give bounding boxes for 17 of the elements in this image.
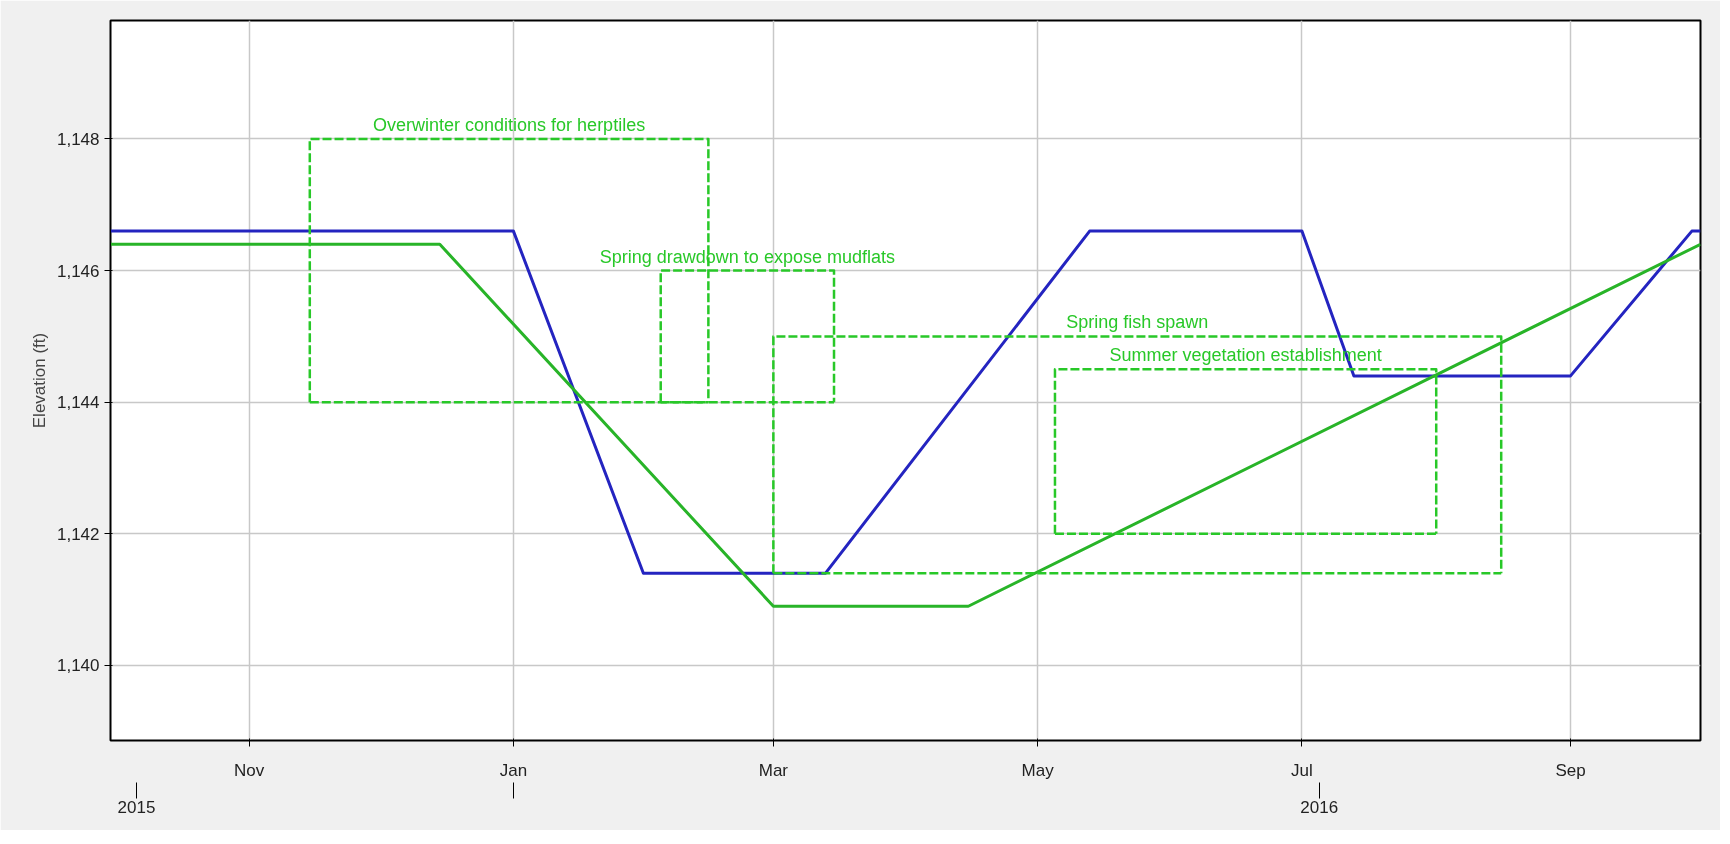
series-label: Spring drawdown to expose mudflats bbox=[599, 246, 895, 267]
series-label: Overwinter conditions for herptiles bbox=[373, 114, 646, 135]
y-tick-label: 1,144 bbox=[56, 393, 100, 413]
y-axis-title: Elevation (ft) bbox=[29, 332, 49, 429]
x2-tick-label: 2015 bbox=[117, 797, 156, 817]
x-tick-label: Jan bbox=[499, 760, 528, 780]
y-tick-label: 1,148 bbox=[56, 129, 100, 149]
x-tick-label: May bbox=[1021, 760, 1055, 780]
x-tick-label: Mar bbox=[758, 760, 789, 780]
y-tick-label: 1,142 bbox=[56, 524, 100, 544]
y-tick-label: 1,146 bbox=[56, 261, 100, 281]
y-tick-label: 1,140 bbox=[56, 656, 100, 676]
x-tick-label: Jul bbox=[1291, 760, 1313, 780]
x-tick-label: Sep bbox=[1555, 760, 1586, 780]
x-tick-label: Nov bbox=[234, 760, 265, 780]
series-label: Spring fish spawn bbox=[1066, 312, 1209, 333]
x2-tick-label: 2016 bbox=[1300, 797, 1339, 817]
